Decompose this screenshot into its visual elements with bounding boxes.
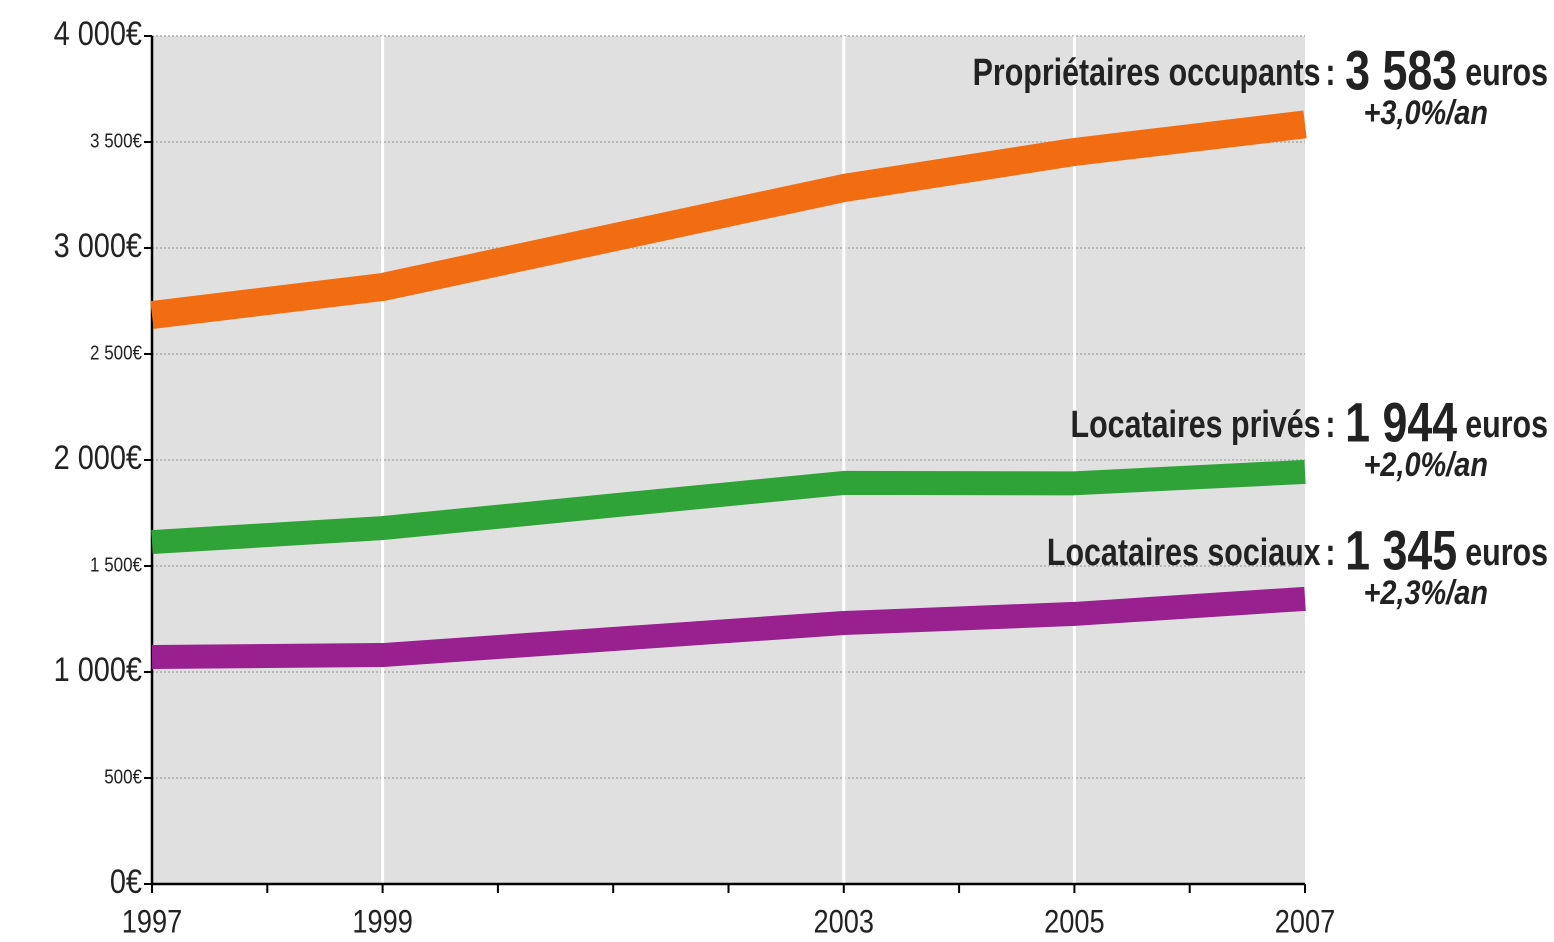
- series-label: Locataires sociaux:1 345 euros: [1047, 519, 1548, 582]
- series-name: Locataires sociaux: [1047, 532, 1321, 574]
- series-label-text: Locataires sociaux:1 345 euros: [1047, 519, 1548, 582]
- series-label-text: Locataires privés:1 944 euros: [1071, 391, 1548, 454]
- unit-label: euros: [1465, 404, 1548, 446]
- y-tick-label: 500€: [104, 765, 142, 788]
- x-tick-label: 2005: [1044, 904, 1104, 940]
- y-tick-label: 0€: [110, 862, 143, 901]
- unit-label: euros: [1465, 532, 1548, 574]
- name-separator: :: [1325, 52, 1335, 94]
- value-label: 1 944: [1345, 391, 1457, 454]
- y-tick-label: 3 000€: [54, 226, 143, 265]
- x-tick-label: 1999: [352, 904, 412, 940]
- name-separator: :: [1325, 532, 1335, 574]
- x-tick-label: 2007: [1275, 904, 1335, 940]
- y-tick-label: 4 000€: [54, 14, 143, 53]
- y-tick-label: 3 500€: [90, 129, 143, 152]
- series-name: Locataires privés: [1071, 404, 1321, 446]
- y-tick-label: 2 500€: [90, 341, 143, 364]
- y-tick-label: 1 500€: [90, 553, 143, 576]
- series-rate: +2,3%/an: [1364, 573, 1488, 612]
- series-line: [150, 110, 1307, 329]
- x-tick-label: 1997: [122, 904, 182, 940]
- series-name: Propriétaires occupants: [973, 52, 1321, 94]
- name-separator: :: [1325, 404, 1335, 446]
- value-label: 3 583: [1345, 39, 1457, 102]
- series-rate: +3,0%/an: [1364, 93, 1488, 132]
- series-label: Locataires privés:1 944 euros: [1071, 391, 1548, 454]
- series-label-text: Propriétaires occupants:3 583 euros: [973, 39, 1548, 102]
- series-line: [151, 586, 1306, 669]
- y-tick-label: 1 000€: [54, 650, 143, 689]
- series-line: [151, 459, 1306, 555]
- series-rate: +2,0%/an: [1364, 445, 1488, 484]
- unit-label: euros: [1465, 52, 1548, 94]
- y-tick-label: 2 000€: [54, 438, 143, 477]
- value-label: 1 345: [1345, 519, 1457, 582]
- series-label: Propriétaires occupants:3 583 euros: [973, 39, 1548, 102]
- x-tick-label: 2003: [814, 904, 874, 940]
